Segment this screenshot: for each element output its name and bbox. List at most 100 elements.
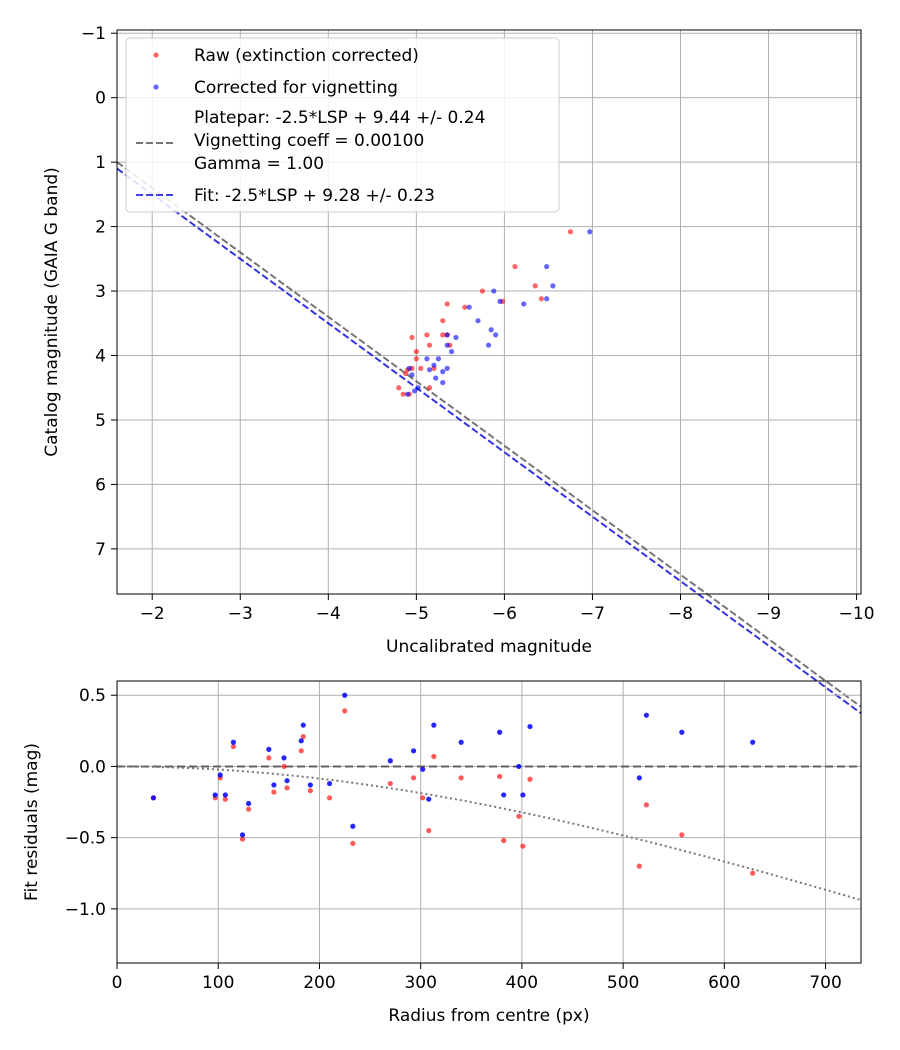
raw-residual-point xyxy=(284,785,290,791)
corrected-residual-point xyxy=(501,792,507,798)
corrected-residual-point xyxy=(420,766,426,772)
raw-residual-point xyxy=(300,733,306,740)
bottom-y-tick-label: −1.0 xyxy=(65,900,106,920)
raw-point xyxy=(409,334,415,341)
raw-point xyxy=(538,296,544,302)
top-x-ticks: −2 −3 −4 −5 −6 −7 −8 −9 −10 xyxy=(140,594,875,624)
top-y-tick-label: 7 xyxy=(95,540,106,560)
corrected-residual-point xyxy=(300,722,306,728)
legend-vignetting-line: Vignetting coeff = 0.00100 xyxy=(194,131,424,151)
corrected-residual-point xyxy=(342,692,348,698)
legend: Raw (extinction corrected) Corrected for… xyxy=(125,37,560,213)
bottom-scatter-points xyxy=(150,692,756,876)
corrected-residual-point xyxy=(271,782,277,788)
corrected-residual-point xyxy=(150,795,157,801)
corrected-point xyxy=(424,356,430,362)
raw-residual-point xyxy=(527,776,533,782)
corrected-point xyxy=(404,391,411,397)
raw-residual-point xyxy=(501,837,507,844)
raw-residual-point xyxy=(307,788,313,794)
corrected-point xyxy=(440,379,446,386)
bottom-axes-frame xyxy=(116,680,862,964)
corrected-point xyxy=(448,349,455,355)
raw-point xyxy=(418,365,424,371)
bottom-x-tick-label: 600 xyxy=(708,973,740,993)
bottom-x-tick-label: 0 xyxy=(112,973,123,993)
corrected-point xyxy=(475,318,481,324)
raw-residual-point xyxy=(520,843,526,849)
raw-point xyxy=(426,342,433,348)
top-x-tick-label: −5 xyxy=(404,604,429,624)
top-y-axis-label: Catalog magnitude (GAIA G band) xyxy=(42,167,62,457)
corrected-point xyxy=(466,304,472,310)
top-x-tick-label: −7 xyxy=(580,604,605,624)
corrected-residual-point xyxy=(520,792,526,798)
raw-point xyxy=(396,385,402,391)
raw-residual-point xyxy=(271,789,277,795)
legend-platepar-line: Platepar: -2.5*LSP + 9.44 +/- 0.24 xyxy=(194,108,485,128)
raw-residual-point xyxy=(410,775,417,781)
corrected-residual-point xyxy=(431,722,437,728)
bottom-y-tick-label: −0.5 xyxy=(65,829,106,849)
corrected-point xyxy=(521,301,527,307)
raw-residual-point xyxy=(750,870,756,876)
corrected-point xyxy=(409,372,415,378)
raw-point xyxy=(413,356,419,362)
corrected-residual-point xyxy=(636,775,642,781)
raw-residual-point xyxy=(350,840,356,846)
legend-label-raw: Raw (extinction corrected) xyxy=(194,46,419,66)
corrected-residual-point xyxy=(426,796,432,802)
top-x-tick-label: −3 xyxy=(228,604,253,624)
raw-point xyxy=(479,288,485,294)
legend-marker-corrected xyxy=(153,84,159,90)
bottom-panel: 0 100 200 300 400 500 600 700 0.5 0.0 −0.5 −1.0 Ra… xyxy=(22,680,862,1026)
corrected-residual-point xyxy=(239,832,246,838)
raw-point xyxy=(440,332,446,338)
raw-residual-point xyxy=(420,795,426,801)
corrected-point xyxy=(406,365,412,371)
raw-residual-point xyxy=(342,708,348,714)
corrected-point xyxy=(544,263,550,270)
bottom-x-tick-label: 700 xyxy=(809,973,841,993)
raw-residual-point xyxy=(266,755,272,761)
top-fit-lines xyxy=(116,161,862,715)
top-y-tick-label: 1 xyxy=(95,153,106,173)
corrected-point xyxy=(444,342,450,348)
corrected-point xyxy=(550,283,556,289)
corrected-point xyxy=(415,385,421,391)
corrected-point xyxy=(453,334,459,341)
raw-residual-point xyxy=(222,796,228,802)
corrected-point xyxy=(444,332,450,338)
corrected-residual-point xyxy=(230,739,237,745)
raw-residual-point xyxy=(298,748,304,754)
top-y-tick-label: 0 xyxy=(95,89,106,109)
top-x-axis-label: Uncalibrated magnitude xyxy=(386,637,592,657)
top-x-tick-label: −8 xyxy=(668,604,693,624)
raw-residual-point xyxy=(239,836,246,842)
corrected-point xyxy=(412,388,418,394)
legend-marker-raw xyxy=(153,52,159,58)
bottom-x-tick-label: 300 xyxy=(404,973,436,993)
corrected-point xyxy=(497,298,503,304)
corrected-residual-point xyxy=(527,723,533,730)
bottom-x-tick-label: 200 xyxy=(303,973,335,993)
top-x-tick-label: −6 xyxy=(492,604,517,624)
raw-point xyxy=(462,304,468,310)
raw-residual-point xyxy=(679,832,685,838)
corrected-residual-point xyxy=(410,748,417,754)
legend-label-platepar: Platepar: -2.5*LSP + 9.44 +/- 0.24 Vigne… xyxy=(194,108,491,174)
raw-residual-point xyxy=(636,863,642,869)
raw-residual-point xyxy=(245,806,252,812)
top-y-tick-label: 4 xyxy=(95,347,106,367)
corrected-residual-point xyxy=(281,755,287,761)
corrected-residual-point xyxy=(298,738,304,744)
legend-label-fit: Fit: -2.5*LSP + 9.28 +/- 0.23 xyxy=(194,186,435,206)
legend-box xyxy=(125,37,560,213)
corrected-residual-point xyxy=(458,739,464,745)
corrected-point xyxy=(431,362,437,368)
top-y-tick-label: 3 xyxy=(95,282,106,302)
raw-point xyxy=(532,283,538,289)
corrected-residual-point xyxy=(212,792,218,798)
corrected-point xyxy=(587,229,593,235)
